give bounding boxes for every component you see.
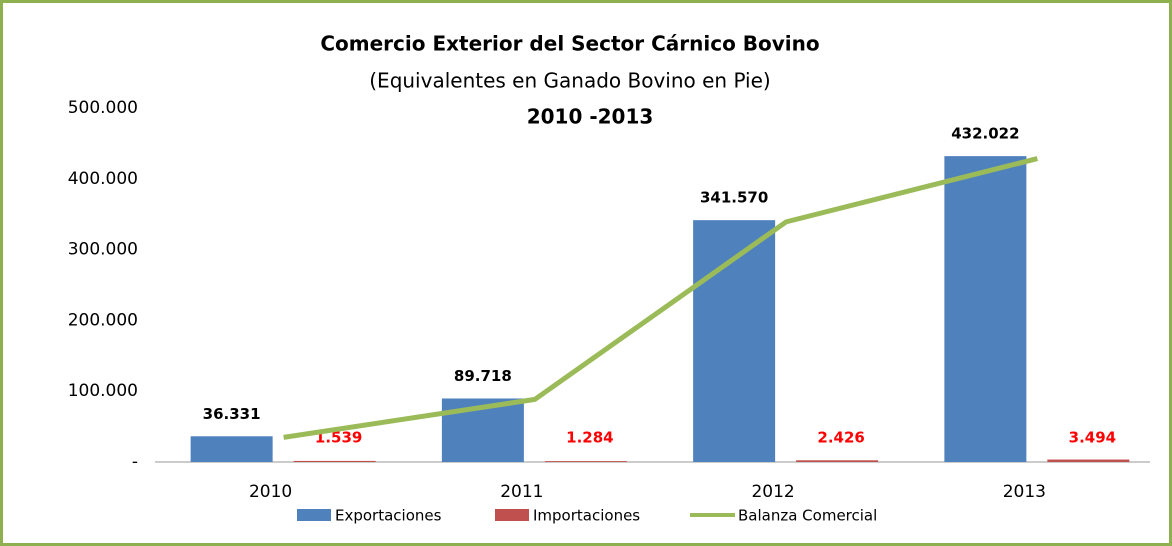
y-tick-label: 500.000 (68, 98, 138, 118)
x-tick-label: 2011 (500, 482, 543, 502)
line (283, 156, 1038, 440)
value-label: 432.022 (951, 125, 1019, 143)
legend-swatch (297, 509, 331, 521)
value-label: 89.718 (454, 367, 512, 385)
legend-label: Importaciones (533, 507, 640, 525)
value-label: 2.426 (817, 429, 864, 447)
value-label: 1.284 (566, 429, 613, 447)
y-tick-label: 200.000 (68, 310, 138, 330)
bar (944, 156, 1027, 462)
y-tick-label: 400.000 (68, 169, 138, 189)
x-tick-label: 2013 (1003, 482, 1046, 502)
legend-label: Balanza Comercial (738, 507, 877, 525)
bar (796, 460, 879, 462)
legend-swatch (495, 509, 529, 521)
bar (1047, 459, 1130, 462)
value-label: 36.331 (203, 405, 261, 423)
value-label: 341.570 (700, 189, 768, 207)
chart-title: Comercio Exterior del Sector Cárnico Bov… (320, 32, 819, 56)
y-tick-label: 300.000 (68, 240, 138, 260)
chart-period: 2010 -2013 (527, 105, 654, 129)
bar (190, 436, 273, 462)
x-tick-label: 2010 (249, 482, 292, 502)
y-tick-label: - (132, 452, 138, 472)
bar (544, 461, 627, 462)
value-label: 3.494 (1069, 429, 1116, 447)
y-tick-label: 100.000 (68, 381, 138, 401)
chart-subtitle: (Equivalentes en Ganado Bovino en Pie) (369, 69, 770, 93)
bar (293, 460, 376, 462)
legend-label: Exportaciones (335, 507, 442, 525)
x-tick-label: 2012 (751, 482, 794, 502)
